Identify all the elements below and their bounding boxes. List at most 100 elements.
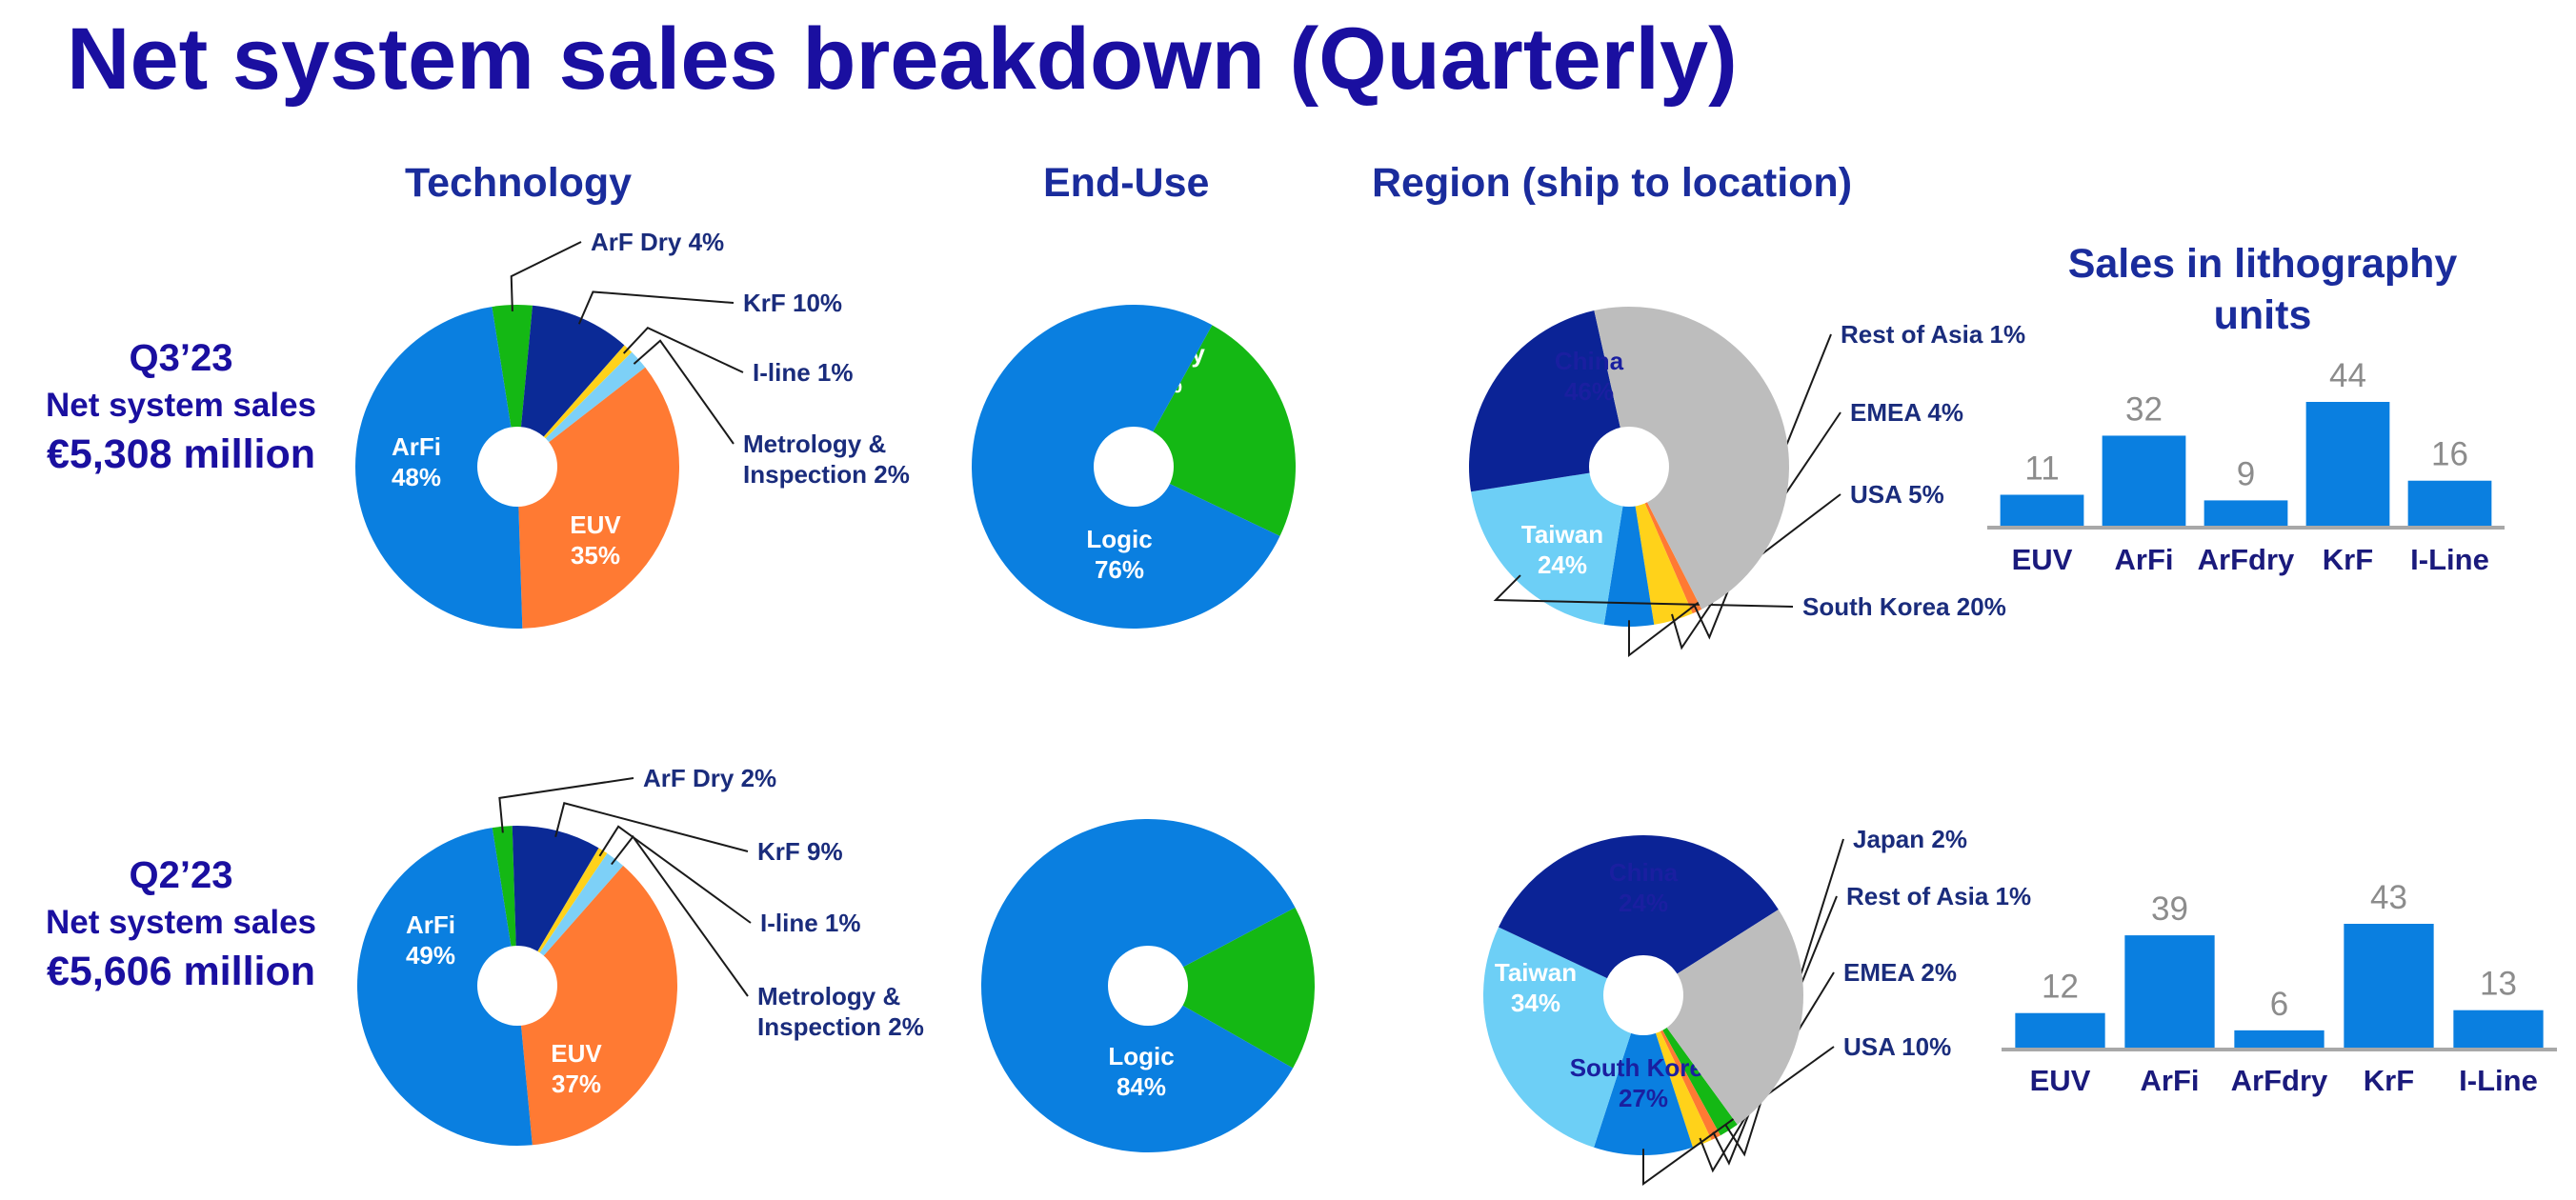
donut-hole [477,427,557,507]
slice-value: 76% [1095,555,1144,584]
pie-slice-memory [1148,907,1316,1069]
slice-label: ArF Dry 4% [591,228,724,256]
slice-value: 49% [406,941,455,970]
quarter-sub: Net system sales [45,387,317,424]
bar-value-label: 39 [2151,890,2188,928]
slice-label: Rest of Asia 1% [1841,320,2025,349]
leader-line [1724,838,1844,1157]
leader-line [577,290,735,325]
slice-label: Metrology & [757,982,900,1010]
pie-slice-emea-4 [1629,467,1693,625]
slice-label: EMEA 4% [1850,398,1963,427]
pie-chart-technology-q2-23: ArF Dry 2% KrF 9% I-line 1% Metrology &Insp… [357,764,924,1146]
pie-slice-arfi [354,307,523,629]
slice-label: I-line 1% [753,358,853,387]
leader-line [633,339,735,445]
leader-line [1493,574,1794,608]
slice-label: EUV [570,510,621,539]
bar-i-line [2407,480,2492,526]
slice-label: USA 10% [1843,1032,1951,1061]
category-tick-label: I-Line [2459,1064,2538,1097]
category-tick-label: ArFi [2141,1064,2200,1097]
slice-label: USA 5% [1850,480,1944,509]
leader-line [554,801,749,852]
bar-i-line [2453,1010,2544,1048]
slice-label: Inspection 2% [743,460,910,489]
bar-krf [2305,402,2390,526]
slice-label: Rest of Asia 1% [1846,882,2031,910]
pie-slice-metrology [517,351,646,467]
slice-label: Japan 2% [1853,825,1967,853]
bar-value-label: 12 [2042,969,2079,1006]
bar-arfi [2124,935,2215,1048]
bar-value-label: 11 [2024,450,2059,488]
bar-euv [2000,494,2084,526]
leader-line [498,777,634,833]
bar-value-label: 32 [2125,390,2163,428]
pie-slice-south-korea [1483,927,1643,1148]
bar-value-label: 44 [2329,357,2366,394]
leader-line [1693,333,1832,640]
bar-arfdry [2204,500,2288,526]
leader-line [1671,411,1841,650]
donut-hole [1108,946,1188,1026]
slice-label: Taiwan [1495,958,1577,987]
quarter-q2-summary: Q2’23 Net system sales €5,606 million [19,852,343,995]
pie-slice-memory [1134,325,1296,536]
bar-arfi [2102,435,2186,526]
slice-label: ArFi [406,910,455,939]
quarter-amount: €5,308 million [46,431,316,477]
pie-slice-usa-10 [1594,995,1693,1155]
category-tick-label: KrF [2323,543,2373,576]
donut-hole [1094,427,1174,507]
pie-slice-metrology [517,853,624,986]
units-header-line1: Sales in lithography [2067,241,2458,287]
bar-value-label: 13 [2480,966,2517,1003]
category-tick-label: EUV [2030,1064,2091,1097]
leader-line [622,326,744,373]
slice-value: 24% [1538,550,1587,579]
pie-slice-china [1594,307,1790,610]
pie-slice-euv [517,865,678,1146]
slice-label: EMEA 2% [1843,958,1957,987]
bar-euv [2015,1012,2105,1048]
pie-slice-krf-10 [517,305,625,467]
bar-value-label: 9 [2237,455,2255,492]
leader-line [1628,493,1841,658]
pie-chart-region-ship-to-location-q3-23: Rest of Asia 1% EMEA 4% USA 5% South Korea … [1469,307,2025,658]
pie-slice-japan-2 [1643,995,1738,1136]
donut-hole [1589,427,1669,507]
slice-value: 35% [571,541,620,570]
bar-krf [2344,924,2434,1048]
region-header: Region (ship to location) [1372,160,1853,206]
pie-slice-arf-dry-2 [492,826,517,986]
slice-label: I-line 1% [760,909,860,937]
pie-chart-technology-q3-23: ArF Dry 4% KrF 10% I-line 1% Metrology &Ins… [354,228,910,629]
pie-slice-south-korea-20 [1471,467,1629,625]
slice-label: Logic [1086,525,1152,553]
slice-label: South Korea 20% [1802,592,2006,621]
category-tick-label: EUV [2012,543,2073,576]
pie-slice-rest-of-asia-1 [1629,467,1702,614]
leader-line [611,834,749,997]
leader-line [510,241,582,311]
bar-value-label: 16 [2431,436,2468,473]
pie-slice-i-line-1 [517,848,608,986]
pie-slice-arfi [357,828,533,1146]
category-tick-label: ArFdry [2231,1064,2328,1097]
slice-value: 37% [552,1070,601,1098]
category-tick-label: KrF [2364,1064,2414,1097]
bar-chart-sales-in-lithography-units-q2-23: 12 EUV 39 ArFi 6 ArFdry 43 KrF 13 I-Line [2002,879,2557,1097]
slice-label: ArF Dry 2% [643,764,776,792]
slice-label: China [1609,858,1679,887]
slice-label: KrF 9% [757,837,843,866]
pie-slice-usa-5 [1603,467,1655,627]
units-header-line2: units [2213,292,2312,338]
slice-value: 84% [1117,1072,1166,1101]
quarter-label: Q3’23 [129,337,233,379]
quarter-q3-summary: Q3’23 Net system sales €5,308 million [19,335,343,478]
slice-label: Inspection 2% [757,1012,924,1041]
slice-value: 24% [1619,889,1668,917]
